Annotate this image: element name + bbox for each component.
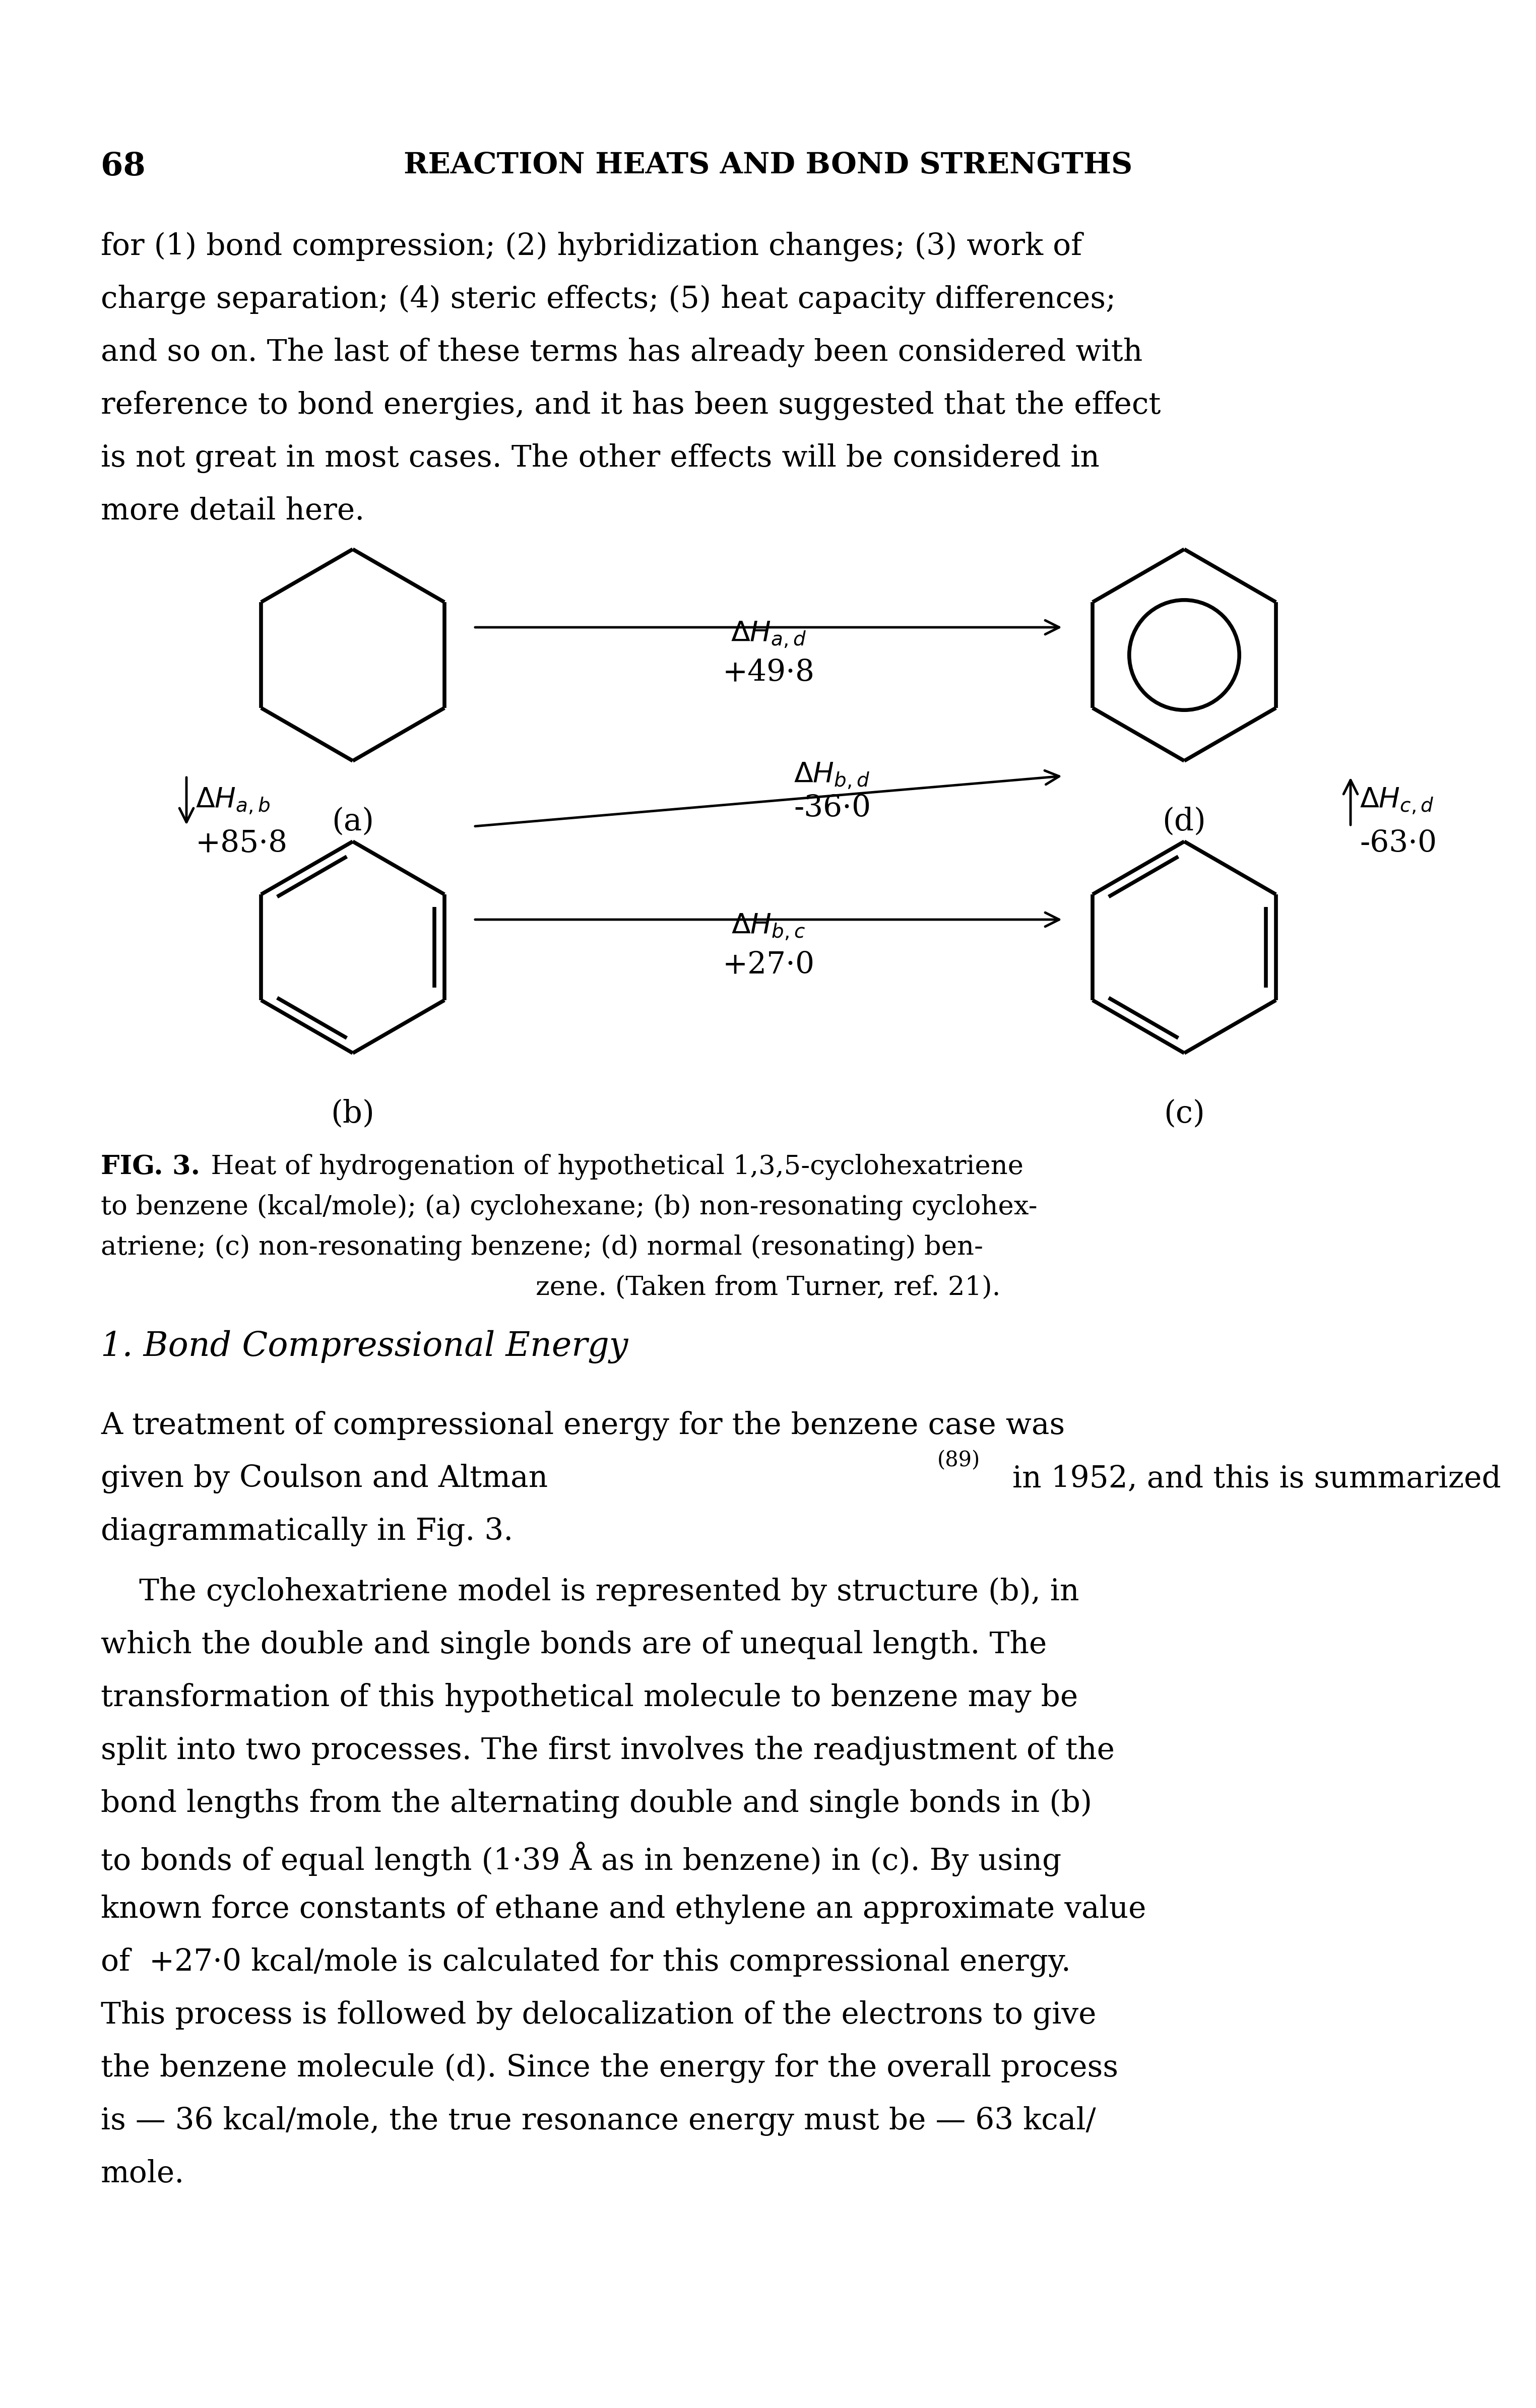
Text: atriene; (c) non-resonating benzene; (d) normal (resonating) ben-: atriene; (c) non-resonating benzene; (d)…: [101, 1235, 983, 1262]
Text: (b): (b): [330, 1098, 375, 1129]
Text: $\Delta H_{a,b}$: $\Delta H_{a,b}$: [195, 785, 270, 816]
Text: charge separation; (4) steric effects; (5) heat capacity differences;: charge separation; (4) steric effects; (…: [101, 284, 1115, 315]
Text: is not great in most cases. The other effects will be considered in: is not great in most cases. The other ef…: [101, 443, 1100, 472]
Text: (a): (a): [332, 807, 373, 836]
Text: reference to bond energies, and it has been suggested that the effect: reference to bond energies, and it has b…: [101, 390, 1161, 421]
Text: +27·0: +27·0: [722, 949, 814, 980]
Text: 68: 68: [101, 152, 146, 183]
Text: FIG. 3.: FIG. 3.: [101, 1153, 200, 1180]
Text: This process is followed by delocalization of the electrons to give: This process is followed by delocalizati…: [101, 2001, 1097, 2030]
Text: $\Delta H_{b,c}$: $\Delta H_{b,c}$: [731, 913, 805, 942]
Text: transformation of this hypothetical molecule to benzene may be: transformation of this hypothetical mole…: [101, 1683, 1078, 1712]
Text: to bonds of equal length (1·39 Å as in benzene) in (c). By using: to bonds of equal length (1·39 Å as in b…: [101, 1842, 1061, 1876]
Text: to benzene (kcal/mole); (a) cyclohexane; (b) non-resonating cyclohex-: to benzene (kcal/mole); (a) cyclohexane;…: [101, 1194, 1037, 1221]
Text: diagrammatically in Fig. 3.: diagrammatically in Fig. 3.: [101, 1517, 513, 1546]
Text: more detail here.: more detail here.: [101, 496, 364, 525]
Text: the benzene molecule (d). Since the energy for the overall process: the benzene molecule (d). Since the ener…: [101, 2054, 1118, 2083]
Text: (d): (d): [1163, 807, 1206, 836]
Text: +49·8: +49·8: [722, 657, 814, 686]
Text: Heat of hydrogenation of hypothetical 1,3,5-cyclohexatriene: Heat of hydrogenation of hypothetical 1,…: [194, 1153, 1023, 1180]
Text: is — 36 kcal/mole, the true resonance energy must be — 63 kcal/: is — 36 kcal/mole, the true resonance en…: [101, 2107, 1095, 2136]
Text: zene. (Taken from Turner, ref. 21).: zene. (Taken from Turner, ref. 21).: [536, 1274, 1000, 1300]
Text: 1. Bond Compressional Energy: 1. Bond Compressional Energy: [101, 1329, 628, 1363]
Text: known force constants of ethane and ethylene an approximate value: known force constants of ethane and ethy…: [101, 1895, 1146, 1924]
Text: in 1952, and this is summarized: in 1952, and this is summarized: [1003, 1464, 1501, 1493]
Text: and so on. The last of these terms has already been considered with: and so on. The last of these terms has a…: [101, 337, 1143, 368]
Text: REACTION HEATS AND BOND STRENGTHS: REACTION HEATS AND BOND STRENGTHS: [404, 152, 1132, 178]
Text: mole.: mole.: [101, 2160, 184, 2189]
Text: given by Coulson and Altman: given by Coulson and Altman: [101, 1464, 548, 1493]
Text: (89): (89): [937, 1450, 980, 1471]
Text: $\Delta H_{c,d}$: $\Delta H_{c,d}$: [1359, 785, 1435, 816]
Text: bond lengths from the alternating double and single bonds in (b): bond lengths from the alternating double…: [101, 1789, 1092, 1818]
Text: split into two processes. The first involves the readjustment of the: split into two processes. The first invo…: [101, 1736, 1115, 1765]
Text: A treatment of compressional energy for the benzene case was: A treatment of compressional energy for …: [101, 1411, 1064, 1440]
Text: -36·0: -36·0: [794, 795, 871, 824]
Text: which the double and single bonds are of unequal length. The: which the double and single bonds are of…: [101, 1630, 1048, 1659]
Text: of  +27·0 kcal/mole is calculated for this compressional energy.: of +27·0 kcal/mole is calculated for thi…: [101, 1948, 1071, 1977]
Text: $\Delta H_{b,d}$: $\Delta H_{b,d}$: [794, 761, 869, 790]
Text: $\Delta H_{a,d}$: $\Delta H_{a,d}$: [731, 619, 806, 650]
Text: +85·8: +85·8: [195, 828, 287, 857]
Text: for (1) bond compression; (2) hybridization changes; (3) work of: for (1) bond compression; (2) hybridizat…: [101, 231, 1081, 262]
Text: -63·0: -63·0: [1359, 828, 1436, 857]
Text: (c): (c): [1164, 1098, 1204, 1129]
Text: The cyclohexatriene model is represented by structure (b), in: The cyclohexatriene model is represented…: [101, 1577, 1080, 1606]
